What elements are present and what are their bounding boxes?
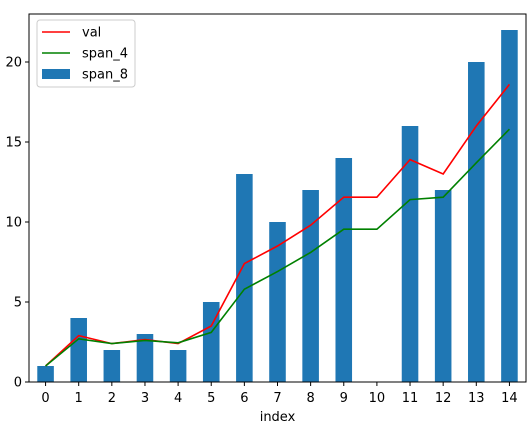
legend: val span_4 span_8 <box>36 19 136 88</box>
x-tick-label: 12 <box>435 391 452 406</box>
x-tick-label: 14 <box>501 391 518 406</box>
bar-span_8-2 <box>103 350 121 382</box>
legend-marker-span_8 <box>42 69 70 79</box>
bar-span_8-12 <box>434 190 452 382</box>
bar-span_8-0 <box>37 366 54 382</box>
y-tick-label: 0 <box>14 376 22 391</box>
y-tick-label: 10 <box>5 216 22 231</box>
x-tick-label: 0 <box>41 391 49 406</box>
x-tick-label: 2 <box>108 391 116 406</box>
line-span_4 <box>45 128 510 367</box>
y-axis: 0 5 10 15 20 <box>5 56 29 391</box>
bar-span_8-8 <box>302 190 319 382</box>
bar-span_8-11 <box>401 126 419 382</box>
x-tick-label: 7 <box>273 391 281 406</box>
bar-span_8-14 <box>501 30 518 382</box>
x-tick-label: 4 <box>174 391 182 406</box>
bar-span_8-6 <box>236 174 253 382</box>
x-tick-label: 9 <box>340 391 348 406</box>
bar-span_8-9 <box>335 158 353 382</box>
x-tick-label: 10 <box>369 391 386 406</box>
x-tick-label: 8 <box>306 391 314 406</box>
bar-span_8-7 <box>269 222 286 382</box>
x-tick-label: 1 <box>75 391 83 406</box>
bar-span_8-5 <box>202 302 220 382</box>
y-tick-label: 5 <box>14 296 22 311</box>
x-tick-label: 6 <box>240 391 248 406</box>
bar-span_8-13 <box>468 62 485 382</box>
y-tick-label: 15 <box>5 136 22 151</box>
legend-label-val: val <box>82 26 101 41</box>
bar-span_8-1 <box>70 318 87 382</box>
line-series-group <box>45 83 511 367</box>
bar-span_8-4 <box>169 350 187 382</box>
y-tick-label: 20 <box>5 56 22 71</box>
x-axis: 0 1 2 3 4 5 6 7 8 9 10 11 12 13 14 <box>41 382 518 406</box>
x-tick-label: 11 <box>402 391 419 406</box>
x-tick-label: 5 <box>207 391 215 406</box>
x-tick-label: 3 <box>141 391 149 406</box>
bar-series-span_8 <box>37 30 518 382</box>
legend-label-span_8: span_8 <box>82 68 128 83</box>
x-axis-label: index <box>260 410 296 425</box>
legend-label-span_4: span_4 <box>82 47 128 62</box>
bar-span_8-3 <box>136 334 154 382</box>
x-tick-label: 13 <box>468 391 485 406</box>
